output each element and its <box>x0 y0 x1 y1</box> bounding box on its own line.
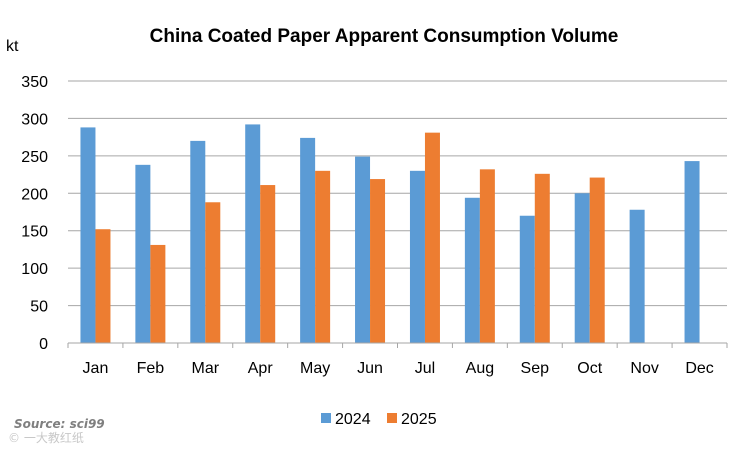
x-tick-label: Apr <box>248 360 274 377</box>
bar-2025-Apr <box>260 185 276 343</box>
bar-2024-Sep <box>519 215 535 343</box>
y-tick-label: 200 <box>21 186 48 203</box>
legend-swatch-2024 <box>321 413 331 423</box>
footer-watermark: © 一大教红纸 <box>8 430 84 445</box>
bar-2025-Jan <box>95 229 111 343</box>
bar-2025-May <box>315 170 331 343</box>
bar-2025-Mar <box>205 202 221 343</box>
bar-2024-May <box>300 137 316 343</box>
bar-2024-Dec <box>684 161 700 343</box>
x-axis-ticks: Jan Feb Mar Apr May Jun Jul Aug Sep Oct Nov Dec <box>67 343 728 377</box>
y-tick-label: 350 <box>21 74 48 91</box>
bar-2025-Sep <box>534 173 550 343</box>
bar-2024-Jun <box>355 156 371 343</box>
bar-2025-Jun <box>370 179 386 343</box>
y-tick-label: 250 <box>21 149 48 166</box>
legend: 2024 2025 <box>321 411 437 428</box>
gridlines <box>68 80 727 307</box>
bar-2024-Mar <box>190 140 206 343</box>
y-tick-label: 150 <box>21 224 48 241</box>
x-tick-label: Aug <box>466 360 494 377</box>
y-axis-ticks: 0 50 100 150 200 250 300 350 <box>21 74 48 353</box>
bar-2024-Apr <box>245 124 261 343</box>
bar-2025-Jul <box>424 132 440 343</box>
bar-2024-Nov <box>629 209 645 343</box>
legend-label-2024: 2024 <box>335 411 371 428</box>
bar-2025-Aug <box>479 169 495 343</box>
bar-2025-Feb <box>150 244 166 343</box>
x-tick-label: Mar <box>192 360 220 377</box>
x-tick-label: Nov <box>630 360 658 377</box>
y-tick-label: 0 <box>39 336 48 353</box>
legend-swatch-2025 <box>387 413 397 423</box>
x-tick-label: Jul <box>415 360 435 377</box>
bar-2025-Oct <box>589 177 605 343</box>
y-axis-unit: kt <box>6 38 19 55</box>
x-tick-label: Oct <box>577 360 602 377</box>
bar-2024-Jan <box>80 127 96 343</box>
bar-2024-Aug <box>464 197 480 343</box>
bar-2024-Oct <box>574 193 590 343</box>
source-note: Source: sci99 <box>14 417 105 431</box>
x-tick-label: Jan <box>83 360 109 377</box>
x-tick-label: Jun <box>357 360 383 377</box>
y-tick-label: 100 <box>21 261 48 278</box>
x-tick-label: Dec <box>685 360 713 377</box>
chart-title: China Coated Paper Apparent Consumption … <box>150 26 619 47</box>
x-tick-label: May <box>300 360 330 377</box>
legend-label-2025: 2025 <box>401 411 437 428</box>
y-tick-label: 300 <box>21 111 48 128</box>
bar-2024-Jul <box>409 170 425 343</box>
x-tick-label: Feb <box>137 360 165 377</box>
y-tick-label: 50 <box>30 299 48 316</box>
bars <box>80 124 700 343</box>
x-tick-label: Sep <box>521 360 550 377</box>
bar-2024-Feb <box>135 164 151 343</box>
